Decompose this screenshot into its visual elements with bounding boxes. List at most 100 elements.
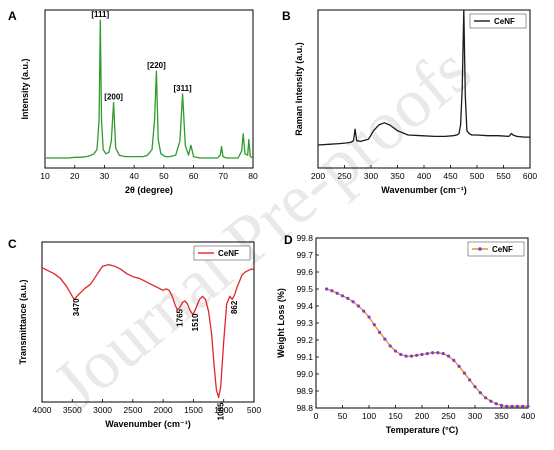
data-point bbox=[478, 391, 482, 395]
x-tick-label: 200 bbox=[311, 171, 325, 181]
data-point bbox=[452, 358, 456, 362]
legend-label: CeNF bbox=[218, 249, 239, 258]
data-point bbox=[340, 294, 345, 298]
x-tick-label: 250 bbox=[337, 171, 351, 181]
x-tick-label: 350 bbox=[390, 171, 404, 181]
y-tick-label: 99.1 bbox=[296, 352, 313, 362]
plot-frame bbox=[44, 9, 254, 169]
series-line bbox=[326, 288, 528, 407]
y-tick-label: 99.7 bbox=[296, 250, 313, 260]
data-point bbox=[505, 404, 509, 408]
data-point bbox=[431, 351, 435, 355]
data-point bbox=[383, 337, 387, 341]
x-tick-label: 250 bbox=[441, 411, 455, 421]
data-point bbox=[404, 354, 408, 358]
peak-label: 1510 bbox=[191, 313, 200, 331]
data-point bbox=[362, 309, 366, 313]
panel-letter: B bbox=[282, 9, 291, 23]
x-tick-label: 50 bbox=[338, 411, 348, 421]
x-axis-label: Wavenumber (cm⁻¹) bbox=[381, 185, 466, 195]
x-tick-label: 300 bbox=[468, 411, 482, 421]
y-tick-label: 99.2 bbox=[296, 335, 313, 345]
peak-label: [111] bbox=[91, 10, 109, 19]
data-point bbox=[378, 330, 382, 334]
legend-box bbox=[193, 245, 251, 261]
y-tick-label: 99.3 bbox=[296, 318, 313, 328]
peak-label: 862 bbox=[230, 300, 239, 314]
panel-a: A 10 20 30 40 50 60 70 80 2θ (degree) Intensity (a… bbox=[8, 9, 258, 195]
x-tick-label: 100 bbox=[362, 411, 376, 421]
plot-frame bbox=[41, 241, 255, 403]
legend-label: CeNF bbox=[494, 17, 515, 26]
peak-label: 1765 bbox=[175, 308, 184, 326]
x-tick-label: 150 bbox=[388, 411, 402, 421]
y-axis-label: Transmittance (a.u.) bbox=[18, 279, 28, 364]
data-point bbox=[367, 315, 371, 319]
y-tick-label: 99.4 bbox=[296, 301, 313, 311]
panel-b: B 200 250 300 350 400 450 500 550 600 Wavenumber (… bbox=[282, 9, 537, 195]
data-point bbox=[356, 304, 360, 308]
data-point bbox=[510, 404, 514, 408]
data-point bbox=[425, 352, 429, 356]
legend-box bbox=[467, 241, 525, 257]
x-axis-label: Temperature (°C) bbox=[386, 425, 458, 435]
data-point bbox=[446, 354, 451, 358]
x-tick-label: 0 bbox=[314, 411, 319, 421]
plot-frame bbox=[315, 237, 529, 409]
x-axis-label: Wavenumber (cm⁻¹) bbox=[105, 419, 190, 429]
data-point bbox=[325, 287, 329, 291]
data-point bbox=[420, 352, 424, 357]
data-point bbox=[499, 403, 504, 408]
x-tick-label: 30 bbox=[100, 171, 110, 181]
panel-letter: D bbox=[284, 233, 293, 247]
data-point bbox=[526, 404, 530, 408]
x-tick-label: 500 bbox=[470, 171, 484, 181]
data-point bbox=[409, 354, 413, 358]
x-tick-label: 1500 bbox=[184, 405, 203, 415]
x-tick-label: 3000 bbox=[93, 405, 112, 415]
data-point bbox=[330, 289, 334, 293]
series-line bbox=[318, 10, 530, 146]
series-line bbox=[42, 263, 254, 399]
data-point bbox=[515, 404, 520, 408]
x-tick-label: 1000 bbox=[214, 405, 233, 415]
data-point bbox=[346, 296, 350, 300]
data-point bbox=[521, 404, 525, 408]
x-tick-label: 3500 bbox=[63, 405, 82, 415]
x-tick-label: 350 bbox=[494, 411, 508, 421]
x-tick-label: 40 bbox=[129, 171, 139, 181]
x-tick-label: 60 bbox=[189, 171, 199, 181]
panels: A 10 20 30 40 50 60 70 80 2θ (degree) Intensity (a… bbox=[8, 9, 537, 435]
panel-letter: A bbox=[8, 9, 17, 23]
y-axis-label: Intensity (a.u.) bbox=[20, 58, 30, 119]
legend-label: CeNF bbox=[492, 245, 513, 254]
y-tick-label: 99.8 bbox=[296, 233, 313, 243]
data-point bbox=[399, 352, 403, 357]
data-point bbox=[393, 349, 398, 353]
legend-box bbox=[469, 13, 527, 29]
x-tick-label: 4000 bbox=[33, 405, 52, 415]
panel-letter: C bbox=[8, 237, 17, 251]
y-tick-label: 99.5 bbox=[296, 284, 313, 294]
peak-label: [200] bbox=[104, 93, 123, 102]
y-axis-label: Raman Intensity (a.u.) bbox=[294, 42, 304, 136]
panel-d: D 0 50 100 150 200 250 300 350 400 98.8 98.9 99.0 99.… bbox=[276, 233, 535, 435]
x-tick-label: 450 bbox=[443, 171, 457, 181]
x-tick-label: 300 bbox=[364, 171, 378, 181]
y-tick-label: 99.0 bbox=[296, 369, 313, 379]
x-tick-label: 550 bbox=[496, 171, 510, 181]
peak-label: 1085 bbox=[217, 402, 226, 420]
x-tick-label: 80 bbox=[248, 171, 258, 181]
panel-c: C 4000 3500 3000 2500 2000 1500 1000 500 Wavenumb… bbox=[8, 237, 261, 429]
data-point bbox=[372, 323, 376, 327]
x-tick-label: 200 bbox=[415, 411, 429, 421]
data-point bbox=[484, 396, 488, 400]
data-point bbox=[457, 364, 461, 368]
series-line bbox=[45, 19, 253, 159]
data-point bbox=[494, 402, 498, 406]
y-axis-label: Weight Loss (%) bbox=[276, 288, 286, 358]
legend-marker bbox=[478, 247, 482, 251]
y-tick-label: 98.9 bbox=[296, 386, 313, 396]
data-point bbox=[462, 371, 466, 375]
